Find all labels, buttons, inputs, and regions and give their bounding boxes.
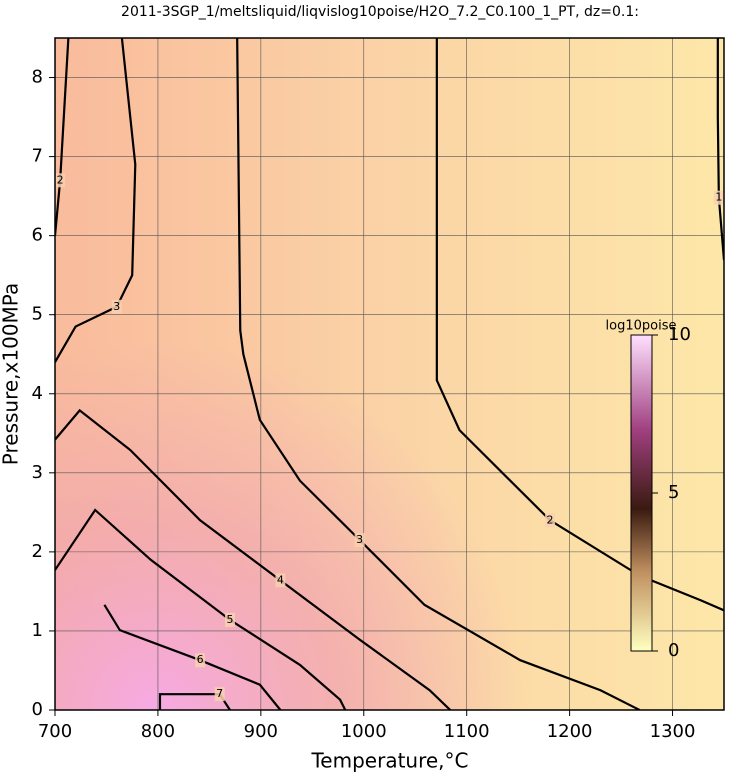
y-tick-label: 3 [32, 462, 43, 483]
chart-title: 2011-3SGP_1/meltsliquid/liqvislog10poise… [121, 4, 639, 20]
contour-line [236, 38, 641, 710]
contour-line [158, 693, 231, 710]
contour-label-bg [224, 612, 235, 627]
x-tick-label: 1300 [650, 721, 696, 742]
contour-label-bg [214, 687, 225, 702]
contour-label: 2 [547, 513, 554, 526]
y-tick-label: 5 [32, 304, 43, 325]
x-tick-label: 900 [244, 721, 278, 742]
contour-label-bg [545, 513, 556, 528]
y-tick-label: 1 [32, 620, 43, 641]
contour-line [55, 38, 137, 363]
contour-label-bg [55, 173, 66, 188]
contour-label: 4 [277, 573, 284, 586]
colorbar-tick-label: 10 [668, 324, 691, 345]
x-tick-label: 1000 [341, 721, 387, 742]
x-tick-label: 800 [141, 721, 175, 742]
contour-label: 1 [715, 191, 722, 204]
y-tick-label: 4 [32, 383, 43, 404]
contour-label-bg [195, 653, 206, 668]
contour-label: 3 [356, 533, 363, 546]
colorbar-label: log10poise [606, 319, 677, 334]
contour-label: 2 [57, 173, 64, 186]
axes: 700 800 900 1000 1100 1200 1300 0 1 2 3 4 5 6 7 8 [32, 67, 696, 742]
plot-frame [54, 37, 725, 711]
contour-label: 6 [197, 653, 204, 666]
y-axis-label: Pressure,x100MPa [0, 283, 23, 465]
plot-shading [55, 38, 724, 710]
contour-label: 3 [113, 300, 120, 313]
colorbar-tick-label: 0 [668, 640, 679, 661]
y-tick-label: 7 [32, 146, 43, 167]
x-tick-label: 1100 [444, 721, 490, 742]
colorbar: log10poise 0 5 10 [606, 319, 691, 662]
contour-label-bg [713, 190, 724, 205]
y-tick-label: 2 [32, 541, 43, 562]
y-tick-label: 0 [32, 699, 43, 720]
contour-line [435, 38, 724, 612]
contour-label-bg [275, 573, 286, 588]
x-tick-label: 1200 [547, 721, 593, 742]
colorbar-tick-label: 5 [668, 482, 679, 503]
contours: 3 3 2 2 1 4 5 6 7 [55, 38, 724, 710]
x-tick-label: 700 [38, 721, 72, 742]
contour-label: 5 [226, 613, 233, 626]
contour-line [716, 38, 724, 261]
y-tick-label: 6 [32, 225, 43, 246]
contour-label-bg [111, 299, 122, 314]
contour-line [55, 408, 451, 710]
contour-label: 7 [216, 687, 223, 700]
x-axis-label: Temperature,°C [310, 749, 468, 773]
contour-label-bg [354, 533, 365, 548]
colorbar-scale [630, 334, 653, 652]
y-tick-label: 8 [32, 67, 43, 88]
